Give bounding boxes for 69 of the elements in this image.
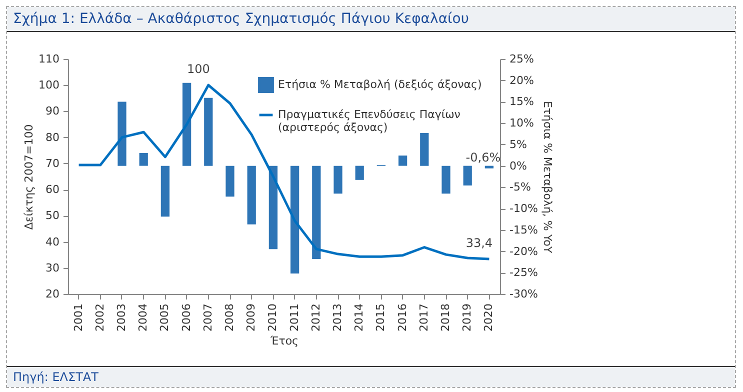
y2-tick-label: 10% (510, 116, 534, 130)
x-tick-label: 2020 (482, 304, 496, 332)
x-tick-label: 2008 (223, 304, 236, 332)
x-tick-label: 2002 (93, 304, 106, 332)
y-tick-label: 50 (46, 209, 60, 222)
bar (118, 102, 126, 166)
x-tick-label: 2001 (72, 304, 85, 332)
y2-tick-label: 5% (510, 138, 527, 151)
y-axis-title: Δείκτης 2007=100 (22, 124, 36, 230)
legend-label: Πραγματικές Επενδύσεις Παγίων (αριστερός άξονας) (278, 108, 460, 134)
y-tick-label: 90 (46, 104, 60, 118)
legend-label: Ετήσια % Μεταβολή (δεξιός άξονας) (278, 78, 482, 91)
x-tick-label: 2004 (136, 304, 150, 332)
x-tick-label: 2018 (439, 304, 452, 332)
x-tick-label: 2014 (352, 304, 366, 332)
y-tick-label: 20 (46, 288, 60, 300)
x-tick-label: 2010 (266, 304, 280, 332)
y2-tick-label: 20% (510, 74, 534, 87)
bar (182, 82, 192, 166)
x-tick-label: 2017 (417, 304, 430, 332)
y-tick-label: 40 (46, 235, 60, 248)
y2-tick-label: 25% (510, 52, 534, 66)
y-tick-label: 100 (38, 78, 60, 92)
bar (247, 166, 256, 224)
bar (312, 166, 321, 259)
y2-tick-label: -30% (510, 288, 538, 300)
bar (355, 166, 364, 180)
y2-tick-label: -10% (510, 202, 538, 216)
x-tick-label: 2012 (309, 304, 322, 332)
text: Πηγή: ΕΛΣΤΑΤ (7, 366, 735, 387)
data-label: -0,6% (466, 150, 501, 164)
bar (204, 98, 213, 166)
data-label: 100 (186, 62, 210, 76)
y-tick-label: 60 (46, 183, 60, 196)
y2-tick-label: 15% (510, 95, 534, 108)
y2-tick-label: -20% (510, 244, 538, 258)
bar (420, 132, 429, 166)
bar (268, 166, 278, 250)
y-tick-label: 110 (38, 52, 60, 66)
x-tick-label: 2015 (374, 304, 388, 332)
y2-tick-label: -15% (510, 223, 538, 236)
bar (139, 153, 148, 166)
data-label: 33,4 (466, 236, 493, 250)
bar (463, 166, 472, 186)
bar (398, 156, 408, 166)
bar (484, 166, 494, 168)
bar (160, 166, 170, 217)
y2-tick-label: 0% (510, 159, 527, 172)
x-tick-label: 2011 (288, 304, 301, 332)
y-tick-label: 70 (46, 156, 60, 170)
x-tick-label: 2013 (331, 304, 344, 332)
x-tick-label: 2007 (201, 304, 214, 332)
bar (290, 166, 300, 274)
chart-title: Σχήμα 1: Ελλάδα – Ακαθάριστος Σχηματισμός Πάγιου Κεφαλαίου (7, 7, 735, 32)
y2-tick-label: -5% (510, 180, 531, 194)
x-tick-label: 2003 (115, 304, 128, 332)
y2-axis-title: Ετήσια % Μεταβολή, % YoY (540, 100, 554, 254)
y-tick-label: 30 (46, 261, 60, 274)
x-tick-label: 2019 (460, 304, 474, 332)
y2-tick-label: -25% (510, 266, 538, 280)
y-tick-label: 80 (46, 130, 60, 144)
bar (226, 166, 234, 197)
x-tick-label: 2009 (244, 304, 258, 332)
x-tick-label: 2016 (396, 304, 409, 332)
x-tick-label: 2006 (180, 304, 193, 332)
bar (334, 166, 342, 194)
bar (442, 166, 450, 194)
x-tick-label: 2005 (158, 304, 172, 332)
x-axis-title: Έτος (269, 334, 299, 348)
